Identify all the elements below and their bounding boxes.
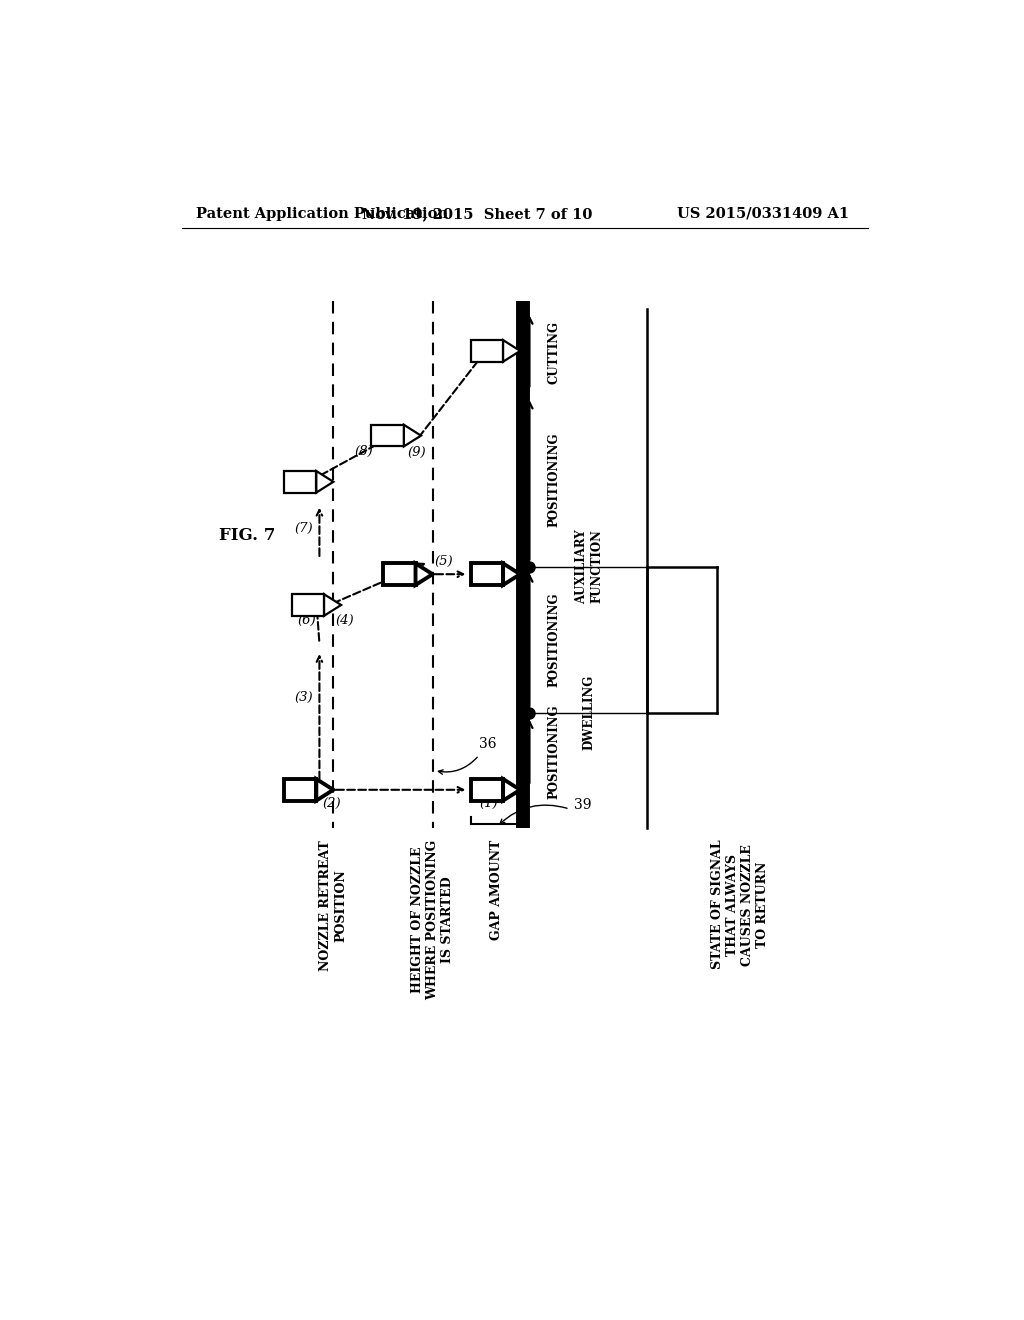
Polygon shape xyxy=(403,425,421,446)
Text: (4): (4) xyxy=(336,614,354,627)
Text: STATE OF SIGNAL
THAT ALWAYS
CAUSES NOZZLE
TO RETURN: STATE OF SIGNAL THAT ALWAYS CAUSES NOZZL… xyxy=(712,840,769,969)
Bar xyxy=(471,564,503,585)
Text: (1): (1) xyxy=(480,797,499,810)
Bar xyxy=(292,594,324,615)
Text: NOZZLE RETREAT
POSITION: NOZZLE RETREAT POSITION xyxy=(319,840,347,970)
Polygon shape xyxy=(503,564,520,585)
Bar xyxy=(284,471,316,492)
Polygon shape xyxy=(503,779,520,800)
Polygon shape xyxy=(416,564,432,585)
Text: CUTTING: CUTTING xyxy=(548,321,561,384)
Text: 36: 36 xyxy=(479,737,497,751)
Bar xyxy=(471,779,503,800)
Text: AUXILIARY
FUNCTION: AUXILIARY FUNCTION xyxy=(575,529,603,603)
Text: (7): (7) xyxy=(295,521,313,535)
Polygon shape xyxy=(316,779,334,800)
Polygon shape xyxy=(503,341,520,362)
Bar xyxy=(372,425,403,446)
Bar xyxy=(471,341,503,362)
Text: Nov. 19, 2015  Sheet 7 of 10: Nov. 19, 2015 Sheet 7 of 10 xyxy=(361,207,592,220)
Text: (6): (6) xyxy=(298,614,316,627)
Polygon shape xyxy=(324,594,341,615)
Text: POSITIONING: POSITIONING xyxy=(548,432,561,527)
Text: (2): (2) xyxy=(323,797,341,810)
Text: POSITIONING: POSITIONING xyxy=(548,593,561,686)
Text: 39: 39 xyxy=(573,799,591,812)
Polygon shape xyxy=(316,471,334,492)
Text: POSITIONING: POSITIONING xyxy=(548,704,561,799)
Text: (5): (5) xyxy=(435,556,454,569)
Text: US 2015/0331409 A1: US 2015/0331409 A1 xyxy=(678,207,850,220)
Bar xyxy=(284,779,316,800)
Text: DWELLING: DWELLING xyxy=(583,675,596,751)
Text: GAP AMOUNT: GAP AMOUNT xyxy=(490,840,504,940)
Text: (3): (3) xyxy=(295,690,313,704)
Bar xyxy=(383,564,416,585)
Text: HEIGHT OF NOZZLE
WHERE POSITIONING
IS STARTED: HEIGHT OF NOZZLE WHERE POSITIONING IS ST… xyxy=(411,840,454,1001)
Text: (8): (8) xyxy=(354,445,373,458)
Text: Patent Application Publication: Patent Application Publication xyxy=(197,207,449,220)
Text: FIG. 7: FIG. 7 xyxy=(219,527,275,544)
Text: (9): (9) xyxy=(408,446,426,459)
